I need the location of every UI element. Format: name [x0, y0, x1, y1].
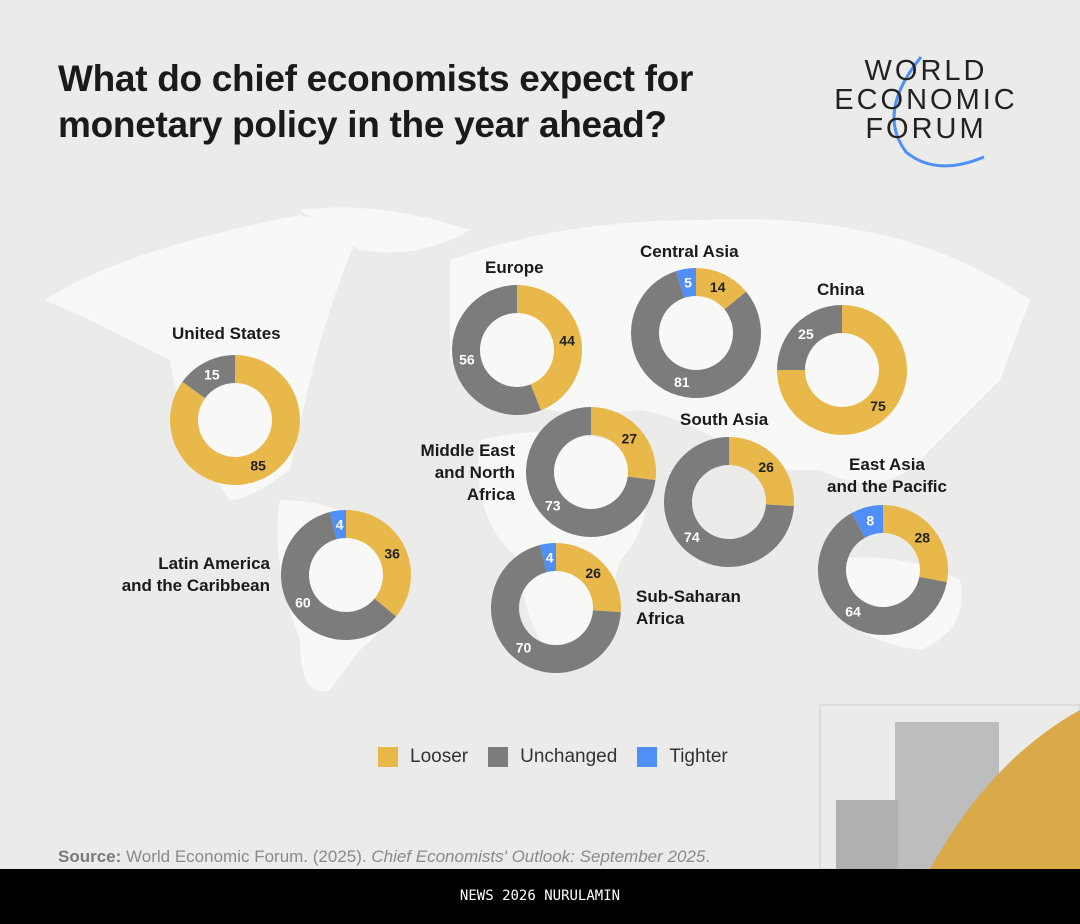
donut-south-asia: 26 74: [663, 437, 795, 567]
unchanged-value-label: 73: [545, 498, 561, 514]
donut-latin-america-and-the-caribbean: 36 60 4: [280, 510, 412, 640]
region-label: United States: [172, 324, 281, 343]
unchanged-segment: [777, 305, 842, 370]
looser-value-label: 27: [621, 430, 637, 446]
tighter-value-label: 5: [684, 275, 692, 291]
tighter-segment: [851, 505, 883, 538]
source-title: Chief Economists' Outlook: September 202…: [371, 847, 706, 866]
unchanged-segment: [663, 437, 794, 567]
tighter-value-label: 4: [546, 549, 554, 565]
looser-segment: [696, 268, 747, 310]
donut-united-states: 85 15: [170, 355, 300, 485]
looser-swatch: [378, 747, 398, 767]
unchanged-value-label: 56: [459, 352, 475, 368]
legend-unchanged: Unchanged: [488, 746, 617, 768]
unchanged-value-label: 25: [798, 326, 814, 342]
unchanged-value-label: 60: [295, 594, 311, 610]
region-label: China: [817, 280, 865, 299]
unchanged-segment: [818, 513, 947, 635]
looser-segment: [591, 407, 656, 481]
coins-decoration: [819, 704, 1080, 870]
looser-value-label: 28: [915, 529, 931, 545]
region-label: South Asia: [680, 410, 769, 429]
unchanged-segment: [631, 271, 761, 398]
looser-segment: [777, 305, 907, 435]
unchanged-value-label: 81: [674, 374, 690, 390]
looser-segment: [883, 505, 949, 583]
wef-logo: WORLD ECONOMIC FORUM: [826, 52, 1036, 172]
tighter-swatch: [637, 747, 658, 767]
donut-east-asia-and-the-pacific: 28 64 8: [818, 505, 949, 635]
unchanged-value-label: 15: [204, 367, 220, 383]
legend-label: Unchanged: [520, 746, 618, 767]
looser-segment: [346, 510, 412, 617]
looser-value-label: 85: [250, 457, 266, 473]
looser-value-label: 14: [710, 279, 726, 295]
donut-china: 75 25: [777, 305, 907, 435]
region-label: Middle East and North Africa: [420, 441, 515, 504]
donut-sub-saharan-africa: 26 70 4: [491, 543, 622, 673]
footer-banner: NEWS 2026 NURULAMIN: [0, 869, 1080, 924]
source-label: Source:: [58, 847, 122, 866]
tighter-value-label: 8: [866, 513, 874, 529]
unchanged-segment: [280, 512, 397, 640]
source-end: .: [705, 847, 711, 866]
unchanged-swatch: [488, 747, 509, 767]
unchanged-value-label: 74: [684, 529, 700, 545]
looser-value-label: 44: [559, 332, 575, 348]
logo-arc-icon: [892, 56, 985, 168]
looser-segment: [170, 355, 300, 485]
region-label: Europe: [485, 258, 544, 277]
unchanged-segment: [182, 355, 235, 399]
legend-tighter: Tighter: [637, 746, 728, 768]
looser-value-label: 36: [384, 545, 400, 561]
logo-line: WORLD: [864, 55, 988, 87]
legend: Looser Unchanged Tighter: [378, 746, 728, 768]
legend-label: Tighter: [669, 746, 728, 767]
tighter-value-label: 4: [336, 516, 344, 532]
tighter-segment: [329, 510, 346, 540]
region-label: East Asia and the Pacific: [827, 455, 947, 496]
looser-segment: [729, 437, 795, 507]
unchanged-segment: [526, 407, 656, 538]
source-text: World Economic Forum. (2025).: [121, 847, 372, 866]
unchanged-segment: [452, 285, 541, 415]
legend-label: Looser: [410, 746, 469, 767]
page-title: What do chief economists expect for mone…: [58, 58, 694, 145]
looser-segment: [517, 285, 583, 411]
legend-looser: Looser: [378, 746, 468, 768]
tighter-segment: [539, 543, 556, 573]
looser-value-label: 26: [585, 565, 601, 581]
donut-middle-east-and-north-africa: 27 73: [526, 407, 656, 538]
tighter-segment: [675, 268, 696, 298]
region-label: Sub-Saharan Africa: [636, 587, 741, 628]
looser-segment: [556, 543, 622, 613]
logo-line: FORUM: [865, 113, 987, 145]
looser-value-label: 75: [870, 398, 886, 414]
source-note: Source: World Economic Forum. (2025). Ch…: [58, 847, 710, 867]
region-label: Central Asia: [640, 242, 739, 261]
logo-line: ECONOMIC: [834, 84, 1018, 116]
donut-europe: 44 56: [452, 285, 583, 415]
unchanged-value-label: 70: [516, 639, 532, 655]
donut-central-asia: 14 81 5: [631, 268, 761, 398]
unchanged-value-label: 64: [845, 603, 861, 619]
unchanged-segment: [491, 545, 621, 673]
region-label: Latin America and the Caribbean: [121, 554, 270, 595]
looser-value-label: 26: [758, 459, 774, 475]
